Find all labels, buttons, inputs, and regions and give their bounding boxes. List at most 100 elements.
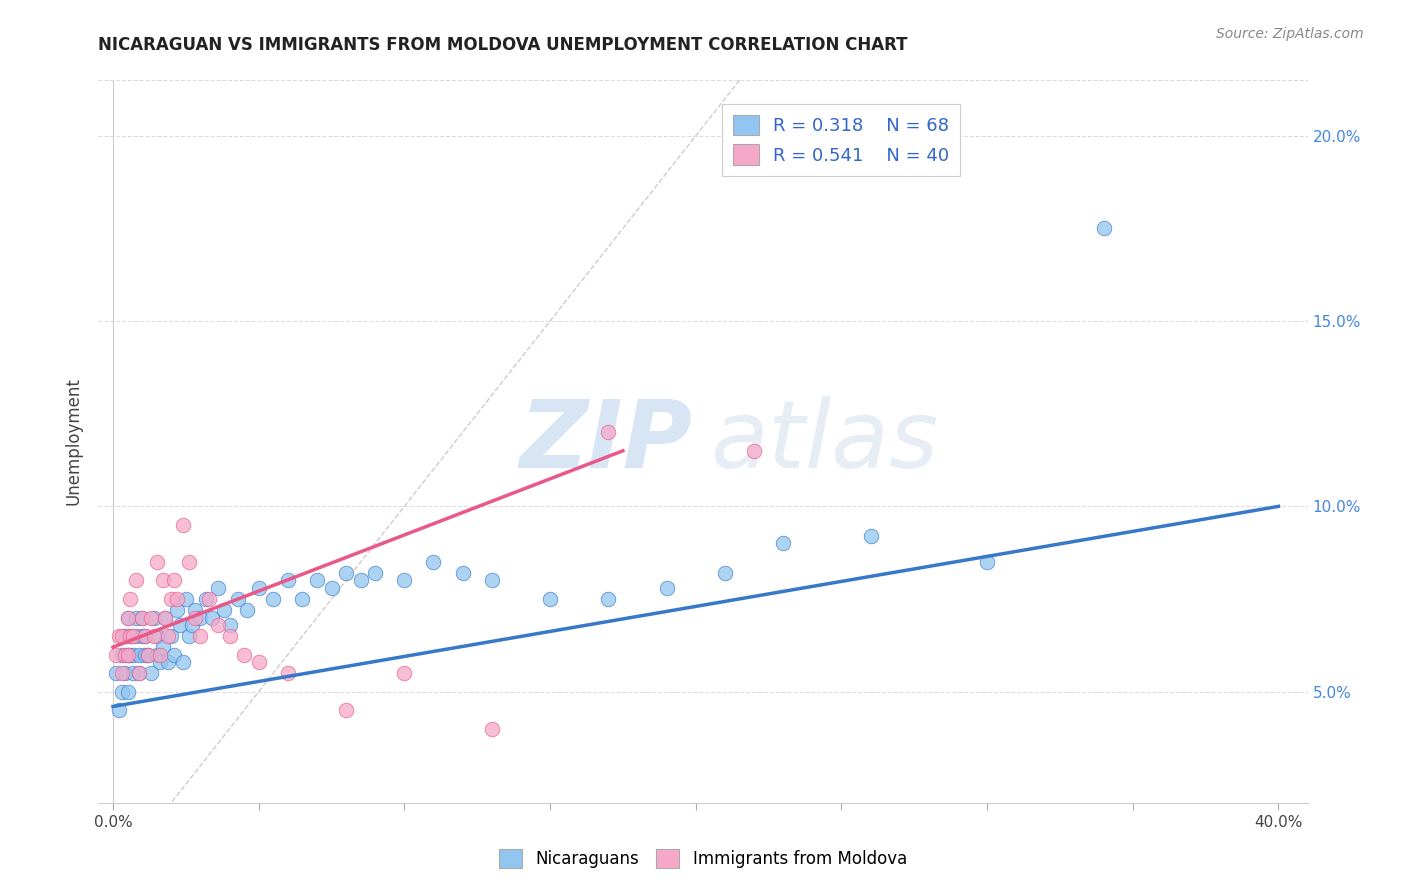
Point <box>218 618 240 632</box>
Point <box>108 629 131 643</box>
Point <box>108 703 131 717</box>
Text: ZIP: ZIP <box>520 395 693 488</box>
Text: atlas: atlas <box>710 396 938 487</box>
Point <box>149 648 172 662</box>
Point <box>226 592 249 607</box>
Point <box>212 603 235 617</box>
Point <box>155 610 177 624</box>
Point <box>1092 221 1115 235</box>
Point <box>145 629 167 643</box>
Point <box>163 574 186 588</box>
Point <box>120 629 142 643</box>
Point <box>131 610 153 624</box>
Point <box>247 581 270 595</box>
Point <box>198 592 221 607</box>
Point <box>163 648 186 662</box>
Point <box>772 536 794 550</box>
Y-axis label: Unemployment: Unemployment <box>65 377 83 506</box>
Point <box>111 629 134 643</box>
Point <box>139 610 162 624</box>
Point <box>139 666 162 681</box>
Point <box>114 629 136 643</box>
Point <box>262 592 284 607</box>
Point <box>394 666 416 681</box>
Point <box>104 648 127 662</box>
Point <box>117 684 139 698</box>
Point <box>714 566 737 580</box>
Point <box>145 555 167 569</box>
Point <box>190 629 212 643</box>
Point <box>157 655 180 669</box>
Point <box>180 618 202 632</box>
Point <box>335 703 357 717</box>
Point <box>451 566 474 580</box>
Point <box>742 443 765 458</box>
Point <box>291 592 314 607</box>
Point <box>114 648 136 662</box>
Point <box>201 610 224 624</box>
Point <box>177 555 200 569</box>
Point <box>128 666 150 681</box>
Point <box>104 666 127 681</box>
Point <box>125 610 148 624</box>
Point <box>117 648 139 662</box>
Point <box>157 629 180 643</box>
Point <box>122 648 145 662</box>
Point <box>145 648 167 662</box>
Point <box>233 648 256 662</box>
Point <box>422 555 444 569</box>
Point <box>160 592 183 607</box>
Point <box>207 618 229 632</box>
Point <box>247 655 270 669</box>
Point <box>236 603 259 617</box>
Point <box>183 610 205 624</box>
Point <box>859 529 882 543</box>
Point <box>120 648 142 662</box>
Point <box>655 581 678 595</box>
Point <box>177 629 200 643</box>
Point <box>120 629 142 643</box>
Point <box>152 640 174 655</box>
Point <box>136 648 159 662</box>
Point <box>111 648 134 662</box>
Point <box>160 629 183 643</box>
Point <box>120 592 142 607</box>
Point <box>136 648 159 662</box>
Point <box>598 425 620 440</box>
Point <box>481 722 503 736</box>
Point <box>394 574 416 588</box>
Point <box>155 610 177 624</box>
Point <box>142 610 165 624</box>
Point <box>131 629 153 643</box>
Point <box>277 666 299 681</box>
Point <box>976 555 998 569</box>
Point <box>218 629 240 643</box>
Point <box>117 610 139 624</box>
Point <box>125 629 148 643</box>
Point <box>174 592 197 607</box>
Point <box>172 517 194 532</box>
Legend: Nicaraguans, Immigrants from Moldova: Nicaraguans, Immigrants from Moldova <box>492 842 914 875</box>
Point <box>350 574 373 588</box>
Point <box>183 603 205 617</box>
Text: NICARAGUAN VS IMMIGRANTS FROM MOLDOVA UNEMPLOYMENT CORRELATION CHART: NICARAGUAN VS IMMIGRANTS FROM MOLDOVA UN… <box>98 36 908 54</box>
Point <box>122 629 145 643</box>
Point <box>172 655 194 669</box>
Point <box>481 574 503 588</box>
Point <box>117 648 139 662</box>
Point <box>169 618 191 632</box>
Point <box>125 574 148 588</box>
Point <box>598 592 620 607</box>
Point <box>128 666 150 681</box>
Point <box>134 648 156 662</box>
Point <box>364 566 387 580</box>
Point <box>111 684 134 698</box>
Point <box>321 581 343 595</box>
Point <box>142 629 165 643</box>
Point <box>128 648 150 662</box>
Point <box>190 610 212 624</box>
Point <box>134 629 156 643</box>
Point <box>335 566 357 580</box>
Point <box>122 666 145 681</box>
Point <box>538 592 561 607</box>
